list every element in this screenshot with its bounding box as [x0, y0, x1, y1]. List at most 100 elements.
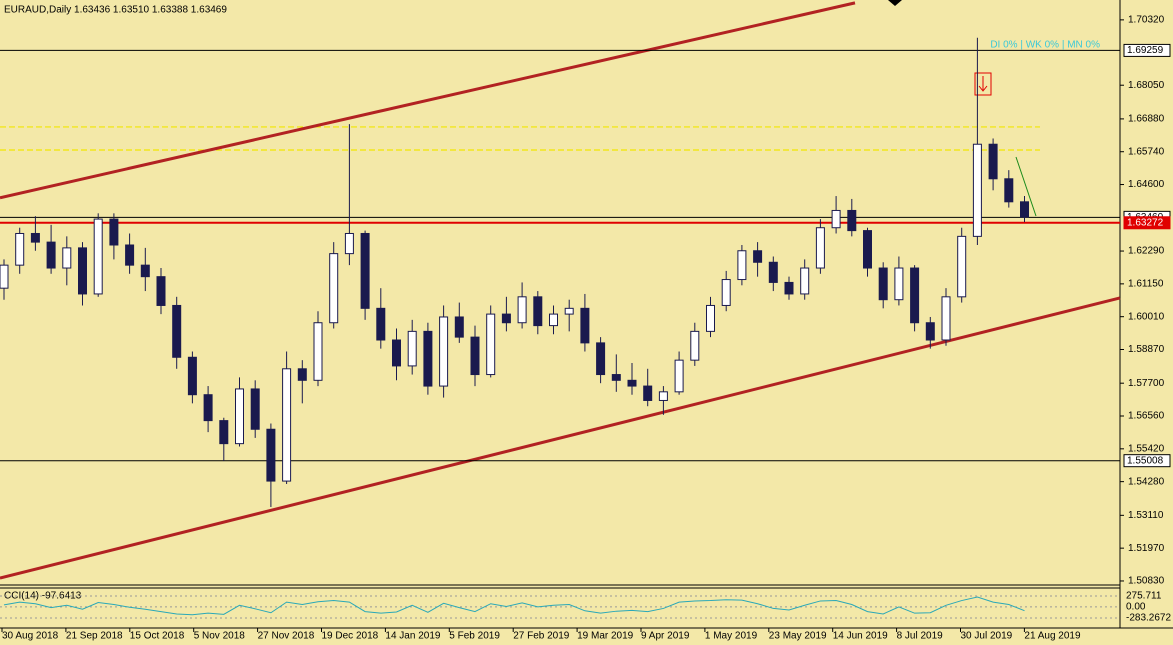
- y-tick-label: 1.56560: [1128, 411, 1165, 422]
- candle-body: [941, 296, 951, 341]
- candle-body: [517, 296, 527, 324]
- candle-body: [282, 368, 292, 482]
- candle-body: [753, 250, 763, 263]
- y-tick-label: 1.62290: [1128, 246, 1165, 257]
- x-tick-label: 21 Aug 2019: [1024, 631, 1081, 642]
- arrow-icon: [978, 76, 988, 92]
- x-tick-label: 1 May 2019: [705, 631, 758, 642]
- x-tick-label: 14 Jun 2019: [833, 631, 888, 642]
- candle-body: [972, 143, 982, 237]
- y-tick-label: 1.70320: [1128, 15, 1165, 26]
- candle-body: [690, 330, 700, 361]
- x-tick-label: 5 Feb 2019: [449, 631, 500, 642]
- candle-body: [235, 388, 244, 445]
- y-tick-label: 1.68050: [1128, 80, 1165, 91]
- candle-body: [564, 307, 574, 315]
- candle-body: [706, 304, 715, 332]
- y-tick-label: 1.53110: [1128, 510, 1164, 521]
- y-tick-label: 1.57700: [1128, 378, 1165, 389]
- candle-body: [313, 322, 323, 381]
- x-tick-label: 14 Jan 2019: [385, 631, 440, 642]
- x-tick-label: 30 Aug 2018: [2, 631, 59, 642]
- level-label-box: [1123, 43, 1171, 57]
- x-tick-label: 27 Feb 2019: [513, 631, 570, 642]
- candle-body: [46, 241, 56, 269]
- y-tick-label: 1.64600: [1128, 179, 1165, 190]
- candle-body: [266, 428, 276, 482]
- candle-body: [187, 356, 197, 396]
- y-tick-label: 1.60010: [1128, 311, 1165, 322]
- candle-body: [721, 279, 731, 306]
- candle-body: [172, 304, 182, 358]
- candle-body: [78, 247, 87, 295]
- trendline: [0, 1, 856, 200]
- indicator-tick-label: 275.711: [1126, 591, 1162, 602]
- candle-body: [737, 250, 747, 281]
- candle-body: [1020, 201, 1029, 218]
- x-tick-label: 23 May 2019: [769, 631, 827, 642]
- candle-body: [768, 261, 778, 283]
- y-tick-label: 1.65740: [1128, 146, 1165, 157]
- chart-title: EURAUD,Daily 1.63436 1.63510 1.63388 1.6…: [4, 5, 227, 16]
- candle-body: [658, 391, 668, 401]
- candle-body: [643, 385, 653, 401]
- candle-body: [470, 336, 480, 376]
- candle-body: [392, 339, 401, 367]
- candle-body: [407, 330, 417, 367]
- candle-body: [454, 316, 464, 338]
- candle-body: [549, 313, 558, 327]
- y-tick-label: 1.50830: [1128, 576, 1165, 587]
- candle-body: [784, 281, 794, 295]
- candle-body: [580, 307, 590, 344]
- level-label: 1.55008: [1127, 455, 1164, 466]
- shift-marker: [888, 0, 902, 6]
- candle-body: [925, 322, 935, 341]
- candle-body: [140, 264, 150, 278]
- level-label: 1.63272: [1127, 217, 1164, 228]
- y-tick-label: 1.66880: [1128, 114, 1165, 125]
- x-tick-label: 19 Dec 2018: [322, 631, 379, 642]
- candle-body: [109, 218, 119, 246]
- candle-body: [596, 342, 606, 376]
- candle-body: [423, 330, 433, 387]
- candle-body: [62, 247, 72, 269]
- candle-body: [203, 394, 213, 422]
- candle-body: [533, 296, 543, 327]
- candle-body: [360, 232, 370, 309]
- candle-body: [815, 227, 825, 269]
- y-tick-label: 1.51970: [1128, 543, 1165, 554]
- candle-body: [910, 267, 920, 324]
- candle-body: [878, 267, 888, 301]
- level-label-box: [1123, 454, 1171, 468]
- candle-body: [894, 267, 904, 301]
- indicator-tick-label: -283.2672: [1126, 613, 1171, 624]
- candle-body: [250, 388, 260, 430]
- x-tick-label: 19 Mar 2019: [577, 631, 634, 642]
- x-tick-label: 9 Apr 2019: [641, 631, 690, 642]
- candle-body: [376, 307, 386, 341]
- trendline: [0, 296, 1121, 580]
- candle-body: [297, 368, 307, 381]
- candle-body: [847, 209, 857, 232]
- y-tick-label: 1.54280: [1128, 476, 1165, 487]
- candle-body: [611, 374, 621, 381]
- candle-body: [156, 276, 166, 306]
- candle-body: [988, 143, 998, 180]
- x-tick-label: 27 Nov 2018: [258, 631, 315, 642]
- x-tick-label: 30 Jul 2019: [961, 631, 1013, 642]
- x-tick-label: 15 Oct 2018: [130, 631, 185, 642]
- y-tick-label: 1.55420: [1128, 443, 1165, 454]
- candle-body: [674, 359, 684, 393]
- level-label: 1.69259: [1127, 45, 1164, 56]
- x-tick-label: 8 Jul 2019: [897, 631, 944, 642]
- y-tick-label: 1.61150: [1128, 279, 1164, 290]
- candle-body: [1004, 178, 1014, 203]
- candle-body: [344, 232, 354, 255]
- level-label-box: [1123, 216, 1171, 230]
- candle-body: [15, 232, 25, 266]
- candle-body: [800, 267, 810, 295]
- y-tick-label: 1.58870: [1128, 344, 1165, 355]
- candle-body: [93, 218, 103, 295]
- candle-body: [957, 235, 967, 298]
